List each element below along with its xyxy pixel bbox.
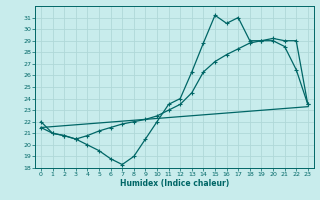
X-axis label: Humidex (Indice chaleur): Humidex (Indice chaleur)	[120, 179, 229, 188]
